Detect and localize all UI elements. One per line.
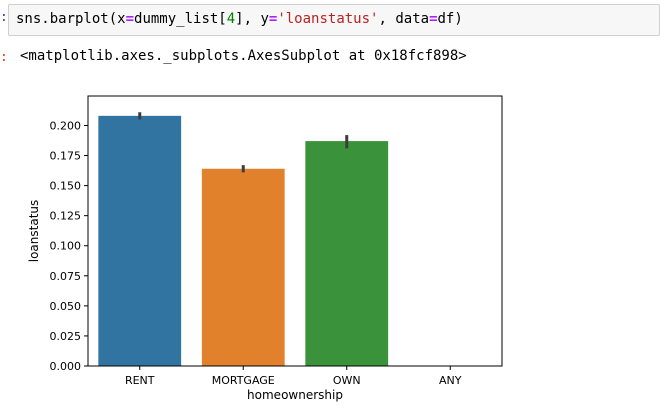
y-tick-label: 0.125 xyxy=(50,210,82,223)
output-prompt: : xyxy=(0,50,8,65)
input-prompt: : xyxy=(0,10,8,25)
y-tick-label: 0.025 xyxy=(50,330,82,343)
y-axis-label: loanstatus xyxy=(27,200,41,263)
axes-frame xyxy=(87,95,503,367)
code-token: , data xyxy=(378,11,430,27)
y-tick-label: 0.200 xyxy=(50,119,82,132)
code-token: sns.barplot(x xyxy=(16,11,126,27)
y-tick-label: 0.100 xyxy=(50,240,82,253)
x-tick-label: MORTGAGE xyxy=(212,374,275,387)
x-axis-label: homeownership xyxy=(247,388,343,402)
bar-mortgage xyxy=(201,168,285,366)
code-number: 4 xyxy=(226,11,236,27)
x-tick-label: RENT xyxy=(125,374,155,387)
code-token: ], y xyxy=(235,11,269,27)
code-string: 'loanstatus' xyxy=(277,11,379,27)
code-operator: = xyxy=(268,11,278,27)
code-cell[interactable]: sns.barplot(x=dummy_list[4], y='loanstat… xyxy=(8,4,660,36)
x-tick-label: ANY xyxy=(439,374,462,387)
y-tick-label: 0.075 xyxy=(50,270,82,283)
code-token: dummy_list[ xyxy=(134,11,227,27)
x-tick-label: OWN xyxy=(333,374,361,387)
code-operator: = xyxy=(125,11,135,27)
bar-rent xyxy=(98,115,182,366)
bar-own xyxy=(305,141,389,366)
y-tick-label: 0.175 xyxy=(50,150,82,163)
y-tick-label: 0.000 xyxy=(50,360,82,373)
y-tick-label: 0.050 xyxy=(50,300,82,313)
code-operator: = xyxy=(429,11,438,27)
output-text: <matplotlib.axes._subplots.AxesSubplot a… xyxy=(20,48,467,64)
y-tick-label: 0.150 xyxy=(50,180,82,193)
code-token: df) xyxy=(437,11,463,27)
